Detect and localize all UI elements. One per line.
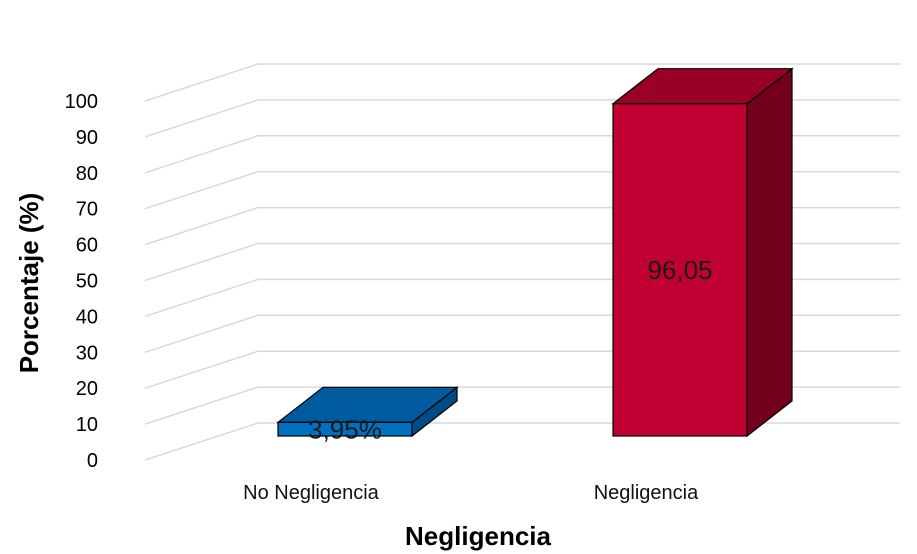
bars: 3,95% 96,05 <box>276 67 794 444</box>
bar-side-face <box>746 67 793 438</box>
bar-front-face <box>277 421 413 437</box>
x-axis-categories: No Negligencia Negligencia <box>243 482 699 504</box>
y-tick-label: 70 <box>76 199 98 221</box>
y-tick-label: 80 <box>76 163 98 185</box>
bar: 3,95% <box>276 386 459 444</box>
gridline <box>144 63 900 102</box>
data-label: 96,05 <box>647 255 712 285</box>
bar-front-face <box>612 103 748 437</box>
y-tick-label: 40 <box>76 306 98 328</box>
data-label: 3,95% <box>308 414 382 444</box>
y-axis-ticks: 0 10 20 30 40 50 60 70 80 90 100 <box>65 91 98 472</box>
y-tick-label: 0 <box>87 450 98 472</box>
y-tick-label: 10 <box>76 414 98 436</box>
x-axis-title: Negligencia <box>405 521 551 551</box>
x-category-label: Negligencia <box>594 482 699 504</box>
y-tick-label: 20 <box>76 378 98 400</box>
y-tick-label: 50 <box>76 271 98 293</box>
bar: 96,05 <box>611 67 794 438</box>
y-tick-label: 30 <box>76 342 98 364</box>
y-tick-label: 90 <box>76 127 98 149</box>
y-tick-label: 100 <box>65 91 98 113</box>
y-axis-title: Porcentaje (%) <box>14 193 44 374</box>
x-category-label: No Negligencia <box>243 482 380 504</box>
gridline <box>144 422 900 461</box>
y-tick-label: 60 <box>76 235 98 257</box>
